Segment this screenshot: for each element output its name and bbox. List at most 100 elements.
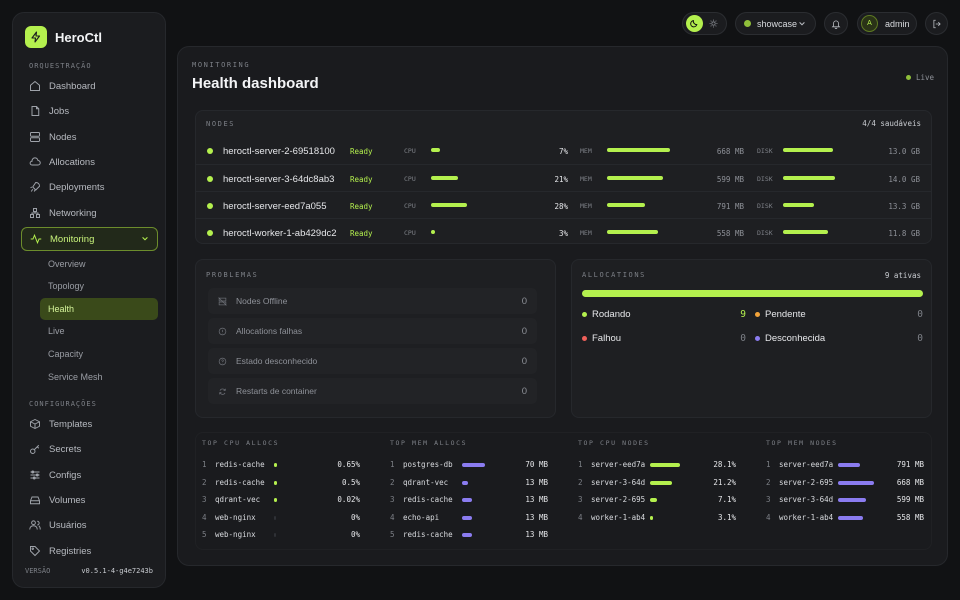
- top-list-row[interactable]: 3 server-2-695 7.1%: [578, 493, 753, 507]
- sidebar-item-nodes[interactable]: Nodes: [21, 126, 158, 148]
- logout-button[interactable]: [925, 12, 948, 35]
- top-list-row[interactable]: 1 server-eed7a 28.1%: [578, 458, 753, 472]
- top-list-row[interactable]: 2 server-2-695 668 MB: [766, 476, 941, 490]
- sidebar-item-networking[interactable]: Networking: [21, 202, 158, 224]
- usage-fill: [650, 463, 680, 467]
- problem-count: 0: [521, 355, 527, 367]
- allocation-stat-count: 0: [917, 309, 923, 320]
- sidebar-item-label: Registries: [49, 545, 92, 557]
- node-row[interactable]: heroctl-server-eed7a055 Ready CPU 28% MEM 791…: [196, 191, 931, 218]
- sidebar-item-volumes[interactable]: Volumes: [21, 489, 158, 511]
- environment-name: showcase: [757, 18, 798, 29]
- disk-usage-fill: [783, 230, 828, 234]
- usage-bar: [462, 515, 515, 520]
- user-menu[interactable]: A admin: [857, 12, 917, 35]
- problem-allocations-failed[interactable]: Allocations falhas 0: [208, 318, 537, 344]
- usage-fill: [650, 515, 653, 520]
- disk-usage-bar: [783, 148, 873, 152]
- node-status-dot: [207, 148, 213, 154]
- item-value: 21.2%: [713, 477, 736, 487]
- sidebar-item-jobs[interactable]: Jobs: [21, 100, 158, 122]
- sidebar-subitem-topology[interactable]: Topology: [48, 281, 85, 291]
- cpu-usage-bar: [431, 230, 559, 234]
- rank: 4: [390, 512, 395, 522]
- top-list-row[interactable]: 4 web-nginx 0%: [202, 511, 377, 525]
- disk-value: 13.0 GB: [888, 147, 920, 156]
- top-list-row[interactable]: 5 web-nginx 0%: [202, 528, 377, 542]
- top-list-row[interactable]: 1 redis-cache 0.65%: [202, 458, 377, 472]
- top-list-row[interactable]: 1 server-eed7a 791 MB: [766, 458, 941, 472]
- rank: 4: [202, 512, 207, 522]
- notifications-button[interactable]: [824, 12, 848, 35]
- sidebar: HeroCtl ORQUESTRAÇÃO Dashboard Jobs Node…: [12, 12, 166, 588]
- sidebar-subitem-health[interactable]: Health: [40, 298, 158, 320]
- sidebar-subitem-live[interactable]: Live: [48, 326, 65, 336]
- mem-value: 558 MB: [716, 229, 744, 238]
- rank: 2: [390, 477, 395, 487]
- node-row[interactable]: heroctl-server-3-64dc8ab3 Ready CPU 21% MEM 5…: [196, 164, 931, 191]
- usage-fill: [838, 515, 863, 520]
- logout-icon: [932, 19, 941, 28]
- nodes-label: NODES: [206, 120, 236, 128]
- node-status-dot: [207, 203, 213, 209]
- node-status-dot: [207, 176, 213, 182]
- top-list-row[interactable]: 5 redis-cache 13 MB: [390, 528, 565, 542]
- sidebar-item-users[interactable]: Usuários: [21, 514, 158, 536]
- node-row[interactable]: heroctl-worker-1-ab429dc2 Ready CPU 3% MEM 55…: [196, 218, 931, 245]
- rank: 5: [390, 530, 395, 539]
- node-name: heroctl-server-eed7a055: [223, 201, 327, 212]
- top-list-row[interactable]: 3 server-3-64d 599 MB: [766, 493, 941, 507]
- problem-nodes-offline[interactable]: Nodes Offline 0: [208, 288, 537, 314]
- usage-fill: [838, 480, 874, 485]
- problem-label: Nodes Offline: [236, 296, 288, 306]
- cpu-usage-fill: [431, 176, 458, 180]
- problem-count: 0: [521, 325, 527, 337]
- sidebar-subitem-capacity[interactable]: Capacity: [48, 349, 84, 359]
- sidebar-item-configs[interactable]: Configs: [21, 464, 158, 486]
- allocation-stat-label: Pendente: [765, 309, 806, 320]
- item-value: 7.1%: [717, 495, 736, 504]
- allocation-status-dot: [755, 336, 760, 341]
- item-value: 558 MB: [896, 512, 924, 522]
- top-list-row[interactable]: 2 redis-cache 0.5%: [202, 476, 377, 490]
- sidebar-item-templates[interactable]: Templates: [21, 413, 158, 435]
- environment-selector[interactable]: showcase: [735, 12, 816, 35]
- sidebar-item-secrets[interactable]: Secrets: [21, 438, 158, 460]
- sidebar-item-registries[interactable]: Registries: [21, 540, 158, 562]
- item-value: 0.5%: [341, 477, 360, 487]
- sidebar-item-monitoring[interactable]: Monitoring: [21, 227, 158, 251]
- disk-label: DISK: [757, 229, 773, 237]
- top-list-row[interactable]: 4 worker-1-ab4 558 MB: [766, 511, 941, 525]
- sidebar-item-dashboard[interactable]: Dashboard: [21, 75, 158, 97]
- usage-fill: [274, 515, 276, 520]
- rank: 4: [766, 512, 771, 522]
- problem-unknown-state[interactable]: Estado desconhecido 0: [208, 348, 537, 374]
- item-value: 13 MB: [525, 530, 548, 539]
- problem-container-restarts[interactable]: Restarts de container 0: [208, 378, 537, 404]
- bell-icon: [831, 19, 841, 29]
- node-row[interactable]: heroctl-server-2-69518100 Ready CPU 7% MEM 66…: [196, 137, 931, 164]
- item-value: 0%: [350, 530, 360, 539]
- top-list-title: TOP CPU NODES: [578, 439, 650, 447]
- problems-label: PROBLEMAS: [206, 271, 259, 279]
- rank: 2: [766, 477, 771, 487]
- top-list-row[interactable]: 2 server-3-64d 21.2%: [578, 476, 753, 490]
- theme-toggle[interactable]: [682, 12, 727, 35]
- top-list-row[interactable]: 4 worker-1-ab4 3.1%: [578, 511, 753, 525]
- top-list-row[interactable]: 4 echo-api 13 MB: [390, 511, 565, 525]
- top-list-row[interactable]: 3 qdrant-vec 0.02%: [202, 493, 377, 507]
- live-label: Live: [915, 73, 934, 82]
- top-list-row[interactable]: 1 postgres-db 70 MB: [390, 458, 565, 472]
- top-list-row[interactable]: 2 qdrant-vec 13 MB: [390, 476, 565, 490]
- top-list-row[interactable]: 3 redis-cache 13 MB: [390, 493, 565, 507]
- cpu-usage-bar: [431, 176, 559, 180]
- sidebar-item-label: Monitoring: [50, 233, 95, 245]
- item-name: qdrant-vec: [403, 477, 449, 487]
- chevron-down-icon: [799, 21, 805, 26]
- sidebar-item-deployments[interactable]: Deployments: [21, 176, 158, 198]
- brand[interactable]: HeroCtl: [25, 26, 102, 48]
- rank: 3: [766, 495, 771, 504]
- sidebar-item-allocations[interactable]: Allocations: [21, 151, 158, 173]
- sidebar-subitem-overview[interactable]: Overview: [48, 259, 86, 269]
- sidebar-subitem-service-mesh[interactable]: Service Mesh: [48, 372, 103, 382]
